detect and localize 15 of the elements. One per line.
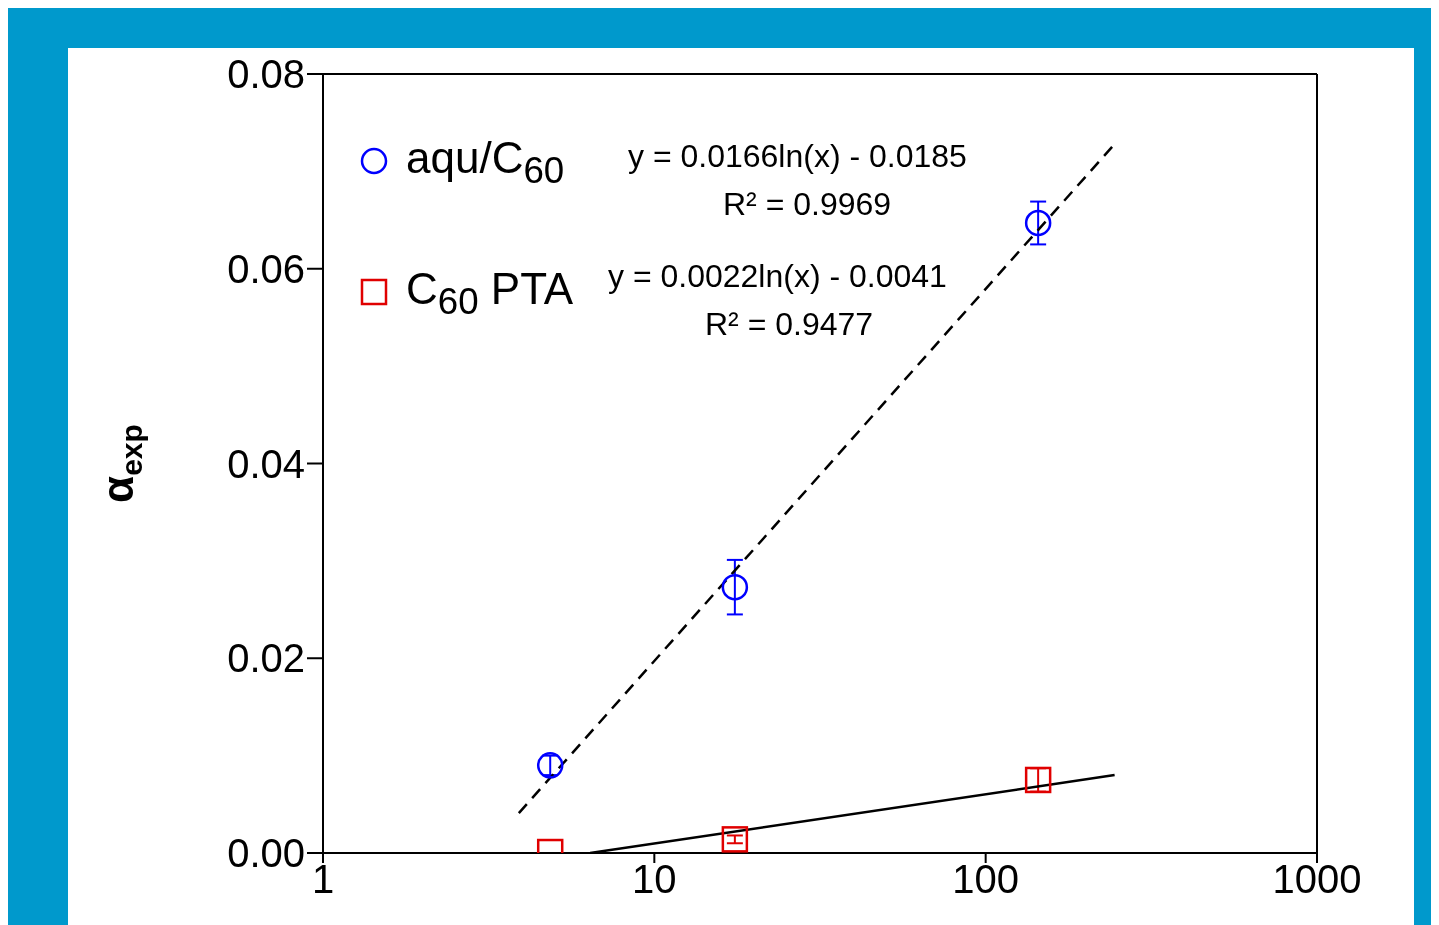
annotation: y = 0.0022ln(x) - 0.0041	[608, 258, 947, 295]
x-tick-label: 1000	[1272, 857, 1362, 902]
y-tick-label: 0.04	[227, 441, 305, 486]
y-tick-label: 0.00	[227, 831, 305, 876]
y-tick-label: 0.06	[227, 246, 305, 291]
x-tick-label: 1	[311, 857, 335, 902]
annotation: R² = 0.9477	[705, 306, 874, 343]
y-tick-label: 0.08	[227, 52, 305, 97]
legend-label: C$_{60}$ PTA	[406, 263, 574, 322]
legend-label: aqu/C$_{60}$	[406, 133, 565, 191]
annotation: R² = 0.9969	[723, 186, 892, 223]
x-tick-label: 100	[952, 857, 1020, 902]
annotation: y = 0.0166ln(x) - 0.0185	[628, 138, 967, 175]
y-tick-label: 0.02	[227, 636, 305, 681]
x-tick-label: 10	[632, 857, 677, 902]
